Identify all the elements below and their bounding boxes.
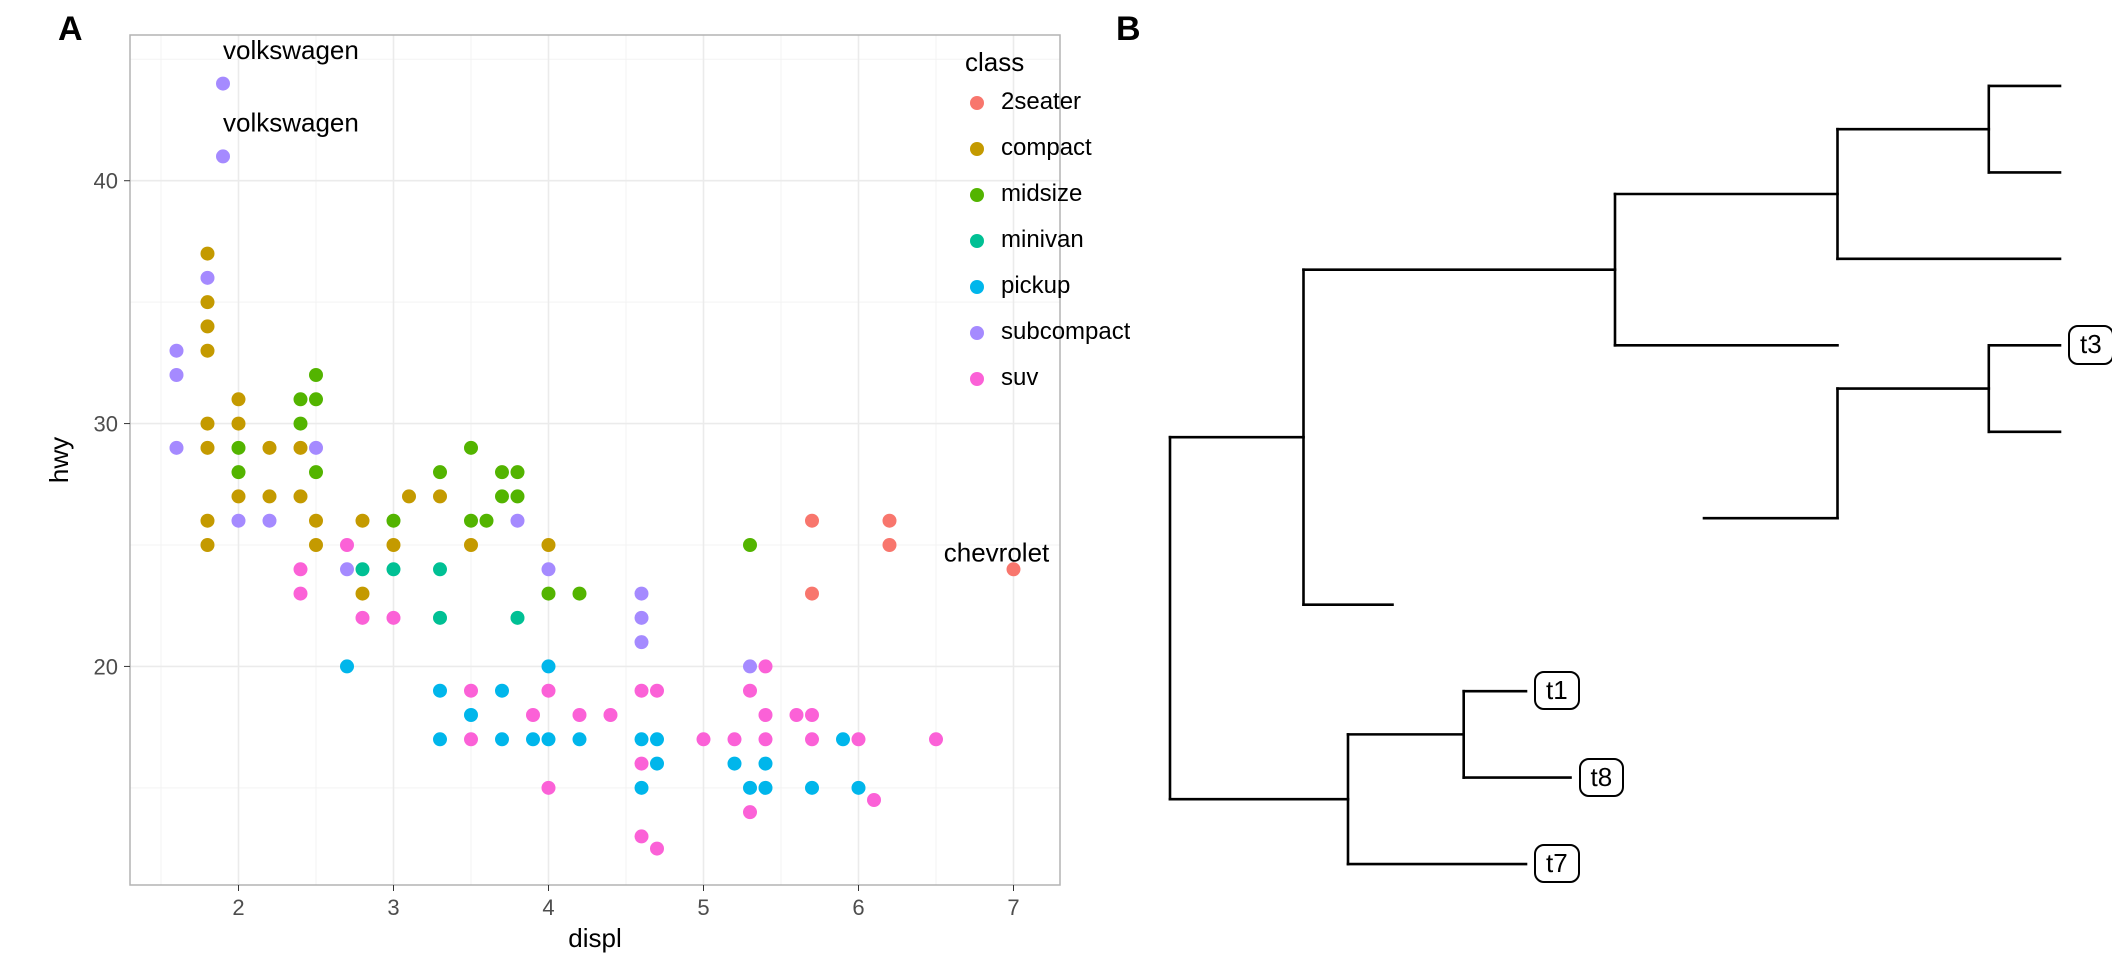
- tree-tip-label: t3: [2068, 325, 2112, 364]
- tree-tip-label: t7: [1534, 844, 1580, 883]
- tree-tip-label: t1: [1534, 671, 1580, 710]
- tree-tip-label: t8: [1579, 758, 1625, 797]
- phylo-tree: [0, 0, 2112, 930]
